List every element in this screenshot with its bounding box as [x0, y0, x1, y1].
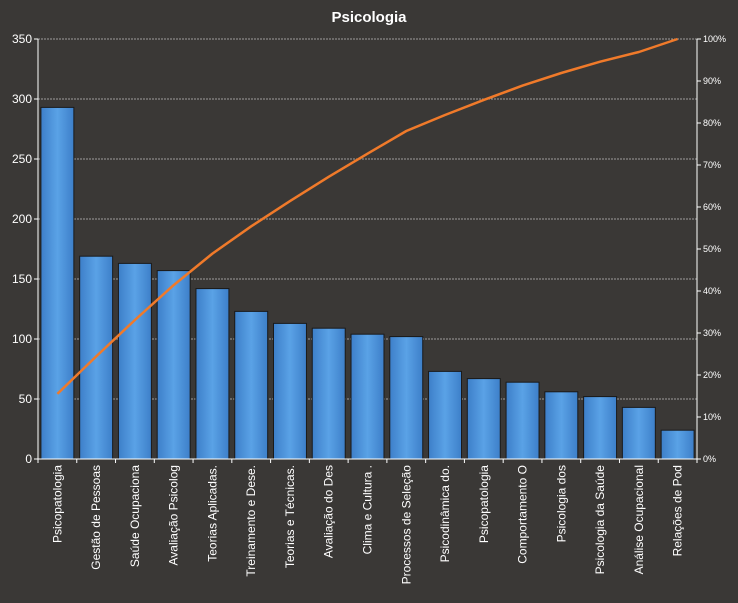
category-label: Psicodinâmica do.: [438, 465, 452, 562]
right-axis-ticks: 0% 10% 20% 30% 40% 50% 60% 70% 80% 90% 100%: [697, 34, 726, 464]
bar: [505, 381, 540, 460]
category-label: Psicologia da Saúde: [593, 465, 607, 575]
category-label: Processos de Seleção: [399, 465, 413, 585]
category-label: Avaliação do Des: [322, 465, 336, 558]
chart-title: Psicologia: [331, 9, 407, 26]
category-label: Relações de Pod: [671, 465, 685, 556]
category-label: Teorias e Técnicas.: [283, 465, 297, 568]
bar: [156, 270, 191, 460]
right-tick-label: 70%: [703, 160, 721, 170]
right-tick-label: 0%: [703, 454, 716, 464]
category-label: Avaliação Psicolog: [167, 465, 181, 566]
right-tick-label: 100%: [703, 34, 726, 44]
bar: [621, 406, 656, 460]
category-label: Análise Ocupacional: [632, 465, 646, 574]
left-tick-label: 350: [12, 32, 32, 46]
right-tick-label: 90%: [703, 76, 721, 86]
left-tick-label: 50: [19, 392, 33, 406]
category-label: Gestão de Pessoas: [89, 465, 103, 570]
bar: [311, 327, 346, 460]
bar: [660, 429, 695, 460]
right-tick-label: 40%: [703, 286, 721, 296]
bar: [40, 106, 75, 460]
right-tick-label: 50%: [703, 244, 721, 254]
category-label: Saúde Ocupaciona: [128, 465, 142, 567]
bar: [428, 370, 463, 460]
right-tick-label: 10%: [703, 412, 721, 422]
category-label: Treinamento e Dese.: [244, 465, 258, 577]
bar: [466, 378, 501, 460]
category-label: Psicopatologia: [477, 465, 491, 543]
left-tick-label: 100: [12, 332, 32, 346]
right-tick-label: 80%: [703, 118, 721, 128]
right-tick-label: 20%: [703, 370, 721, 380]
bar: [350, 333, 385, 460]
left-tick-label: 300: [12, 92, 32, 106]
bar: [544, 391, 579, 460]
left-axis-ticks: 0 50 100 150 200 250 300 350: [12, 32, 38, 466]
cumulative-line: [56, 37, 678, 395]
bar: [389, 336, 424, 460]
category-label: Psicologia dos: [554, 465, 568, 542]
left-tick-label: 250: [12, 152, 32, 166]
bar: [272, 322, 307, 460]
left-tick-label: 150: [12, 272, 32, 286]
category-label: Psicopatologia: [50, 465, 64, 543]
left-tick-label: 200: [12, 212, 32, 226]
right-tick-label: 60%: [703, 202, 721, 212]
bars: [40, 106, 695, 460]
cumulative-percent-line: [56, 37, 678, 395]
left-tick-label: 0: [25, 452, 32, 466]
category-label: Clima e Cultura .: [361, 465, 375, 554]
bar: [195, 288, 230, 460]
category-label: Comportamento O: [516, 465, 530, 564]
category-labels: Psicopatologia Gestão de Pessoas Saúde Ocu…: [50, 465, 684, 585]
bar: [583, 396, 618, 460]
bar: [234, 310, 269, 460]
bar: [117, 262, 152, 460]
category-label: Teorias Aplicadas.: [205, 465, 219, 562]
right-tick-label: 30%: [703, 328, 721, 338]
